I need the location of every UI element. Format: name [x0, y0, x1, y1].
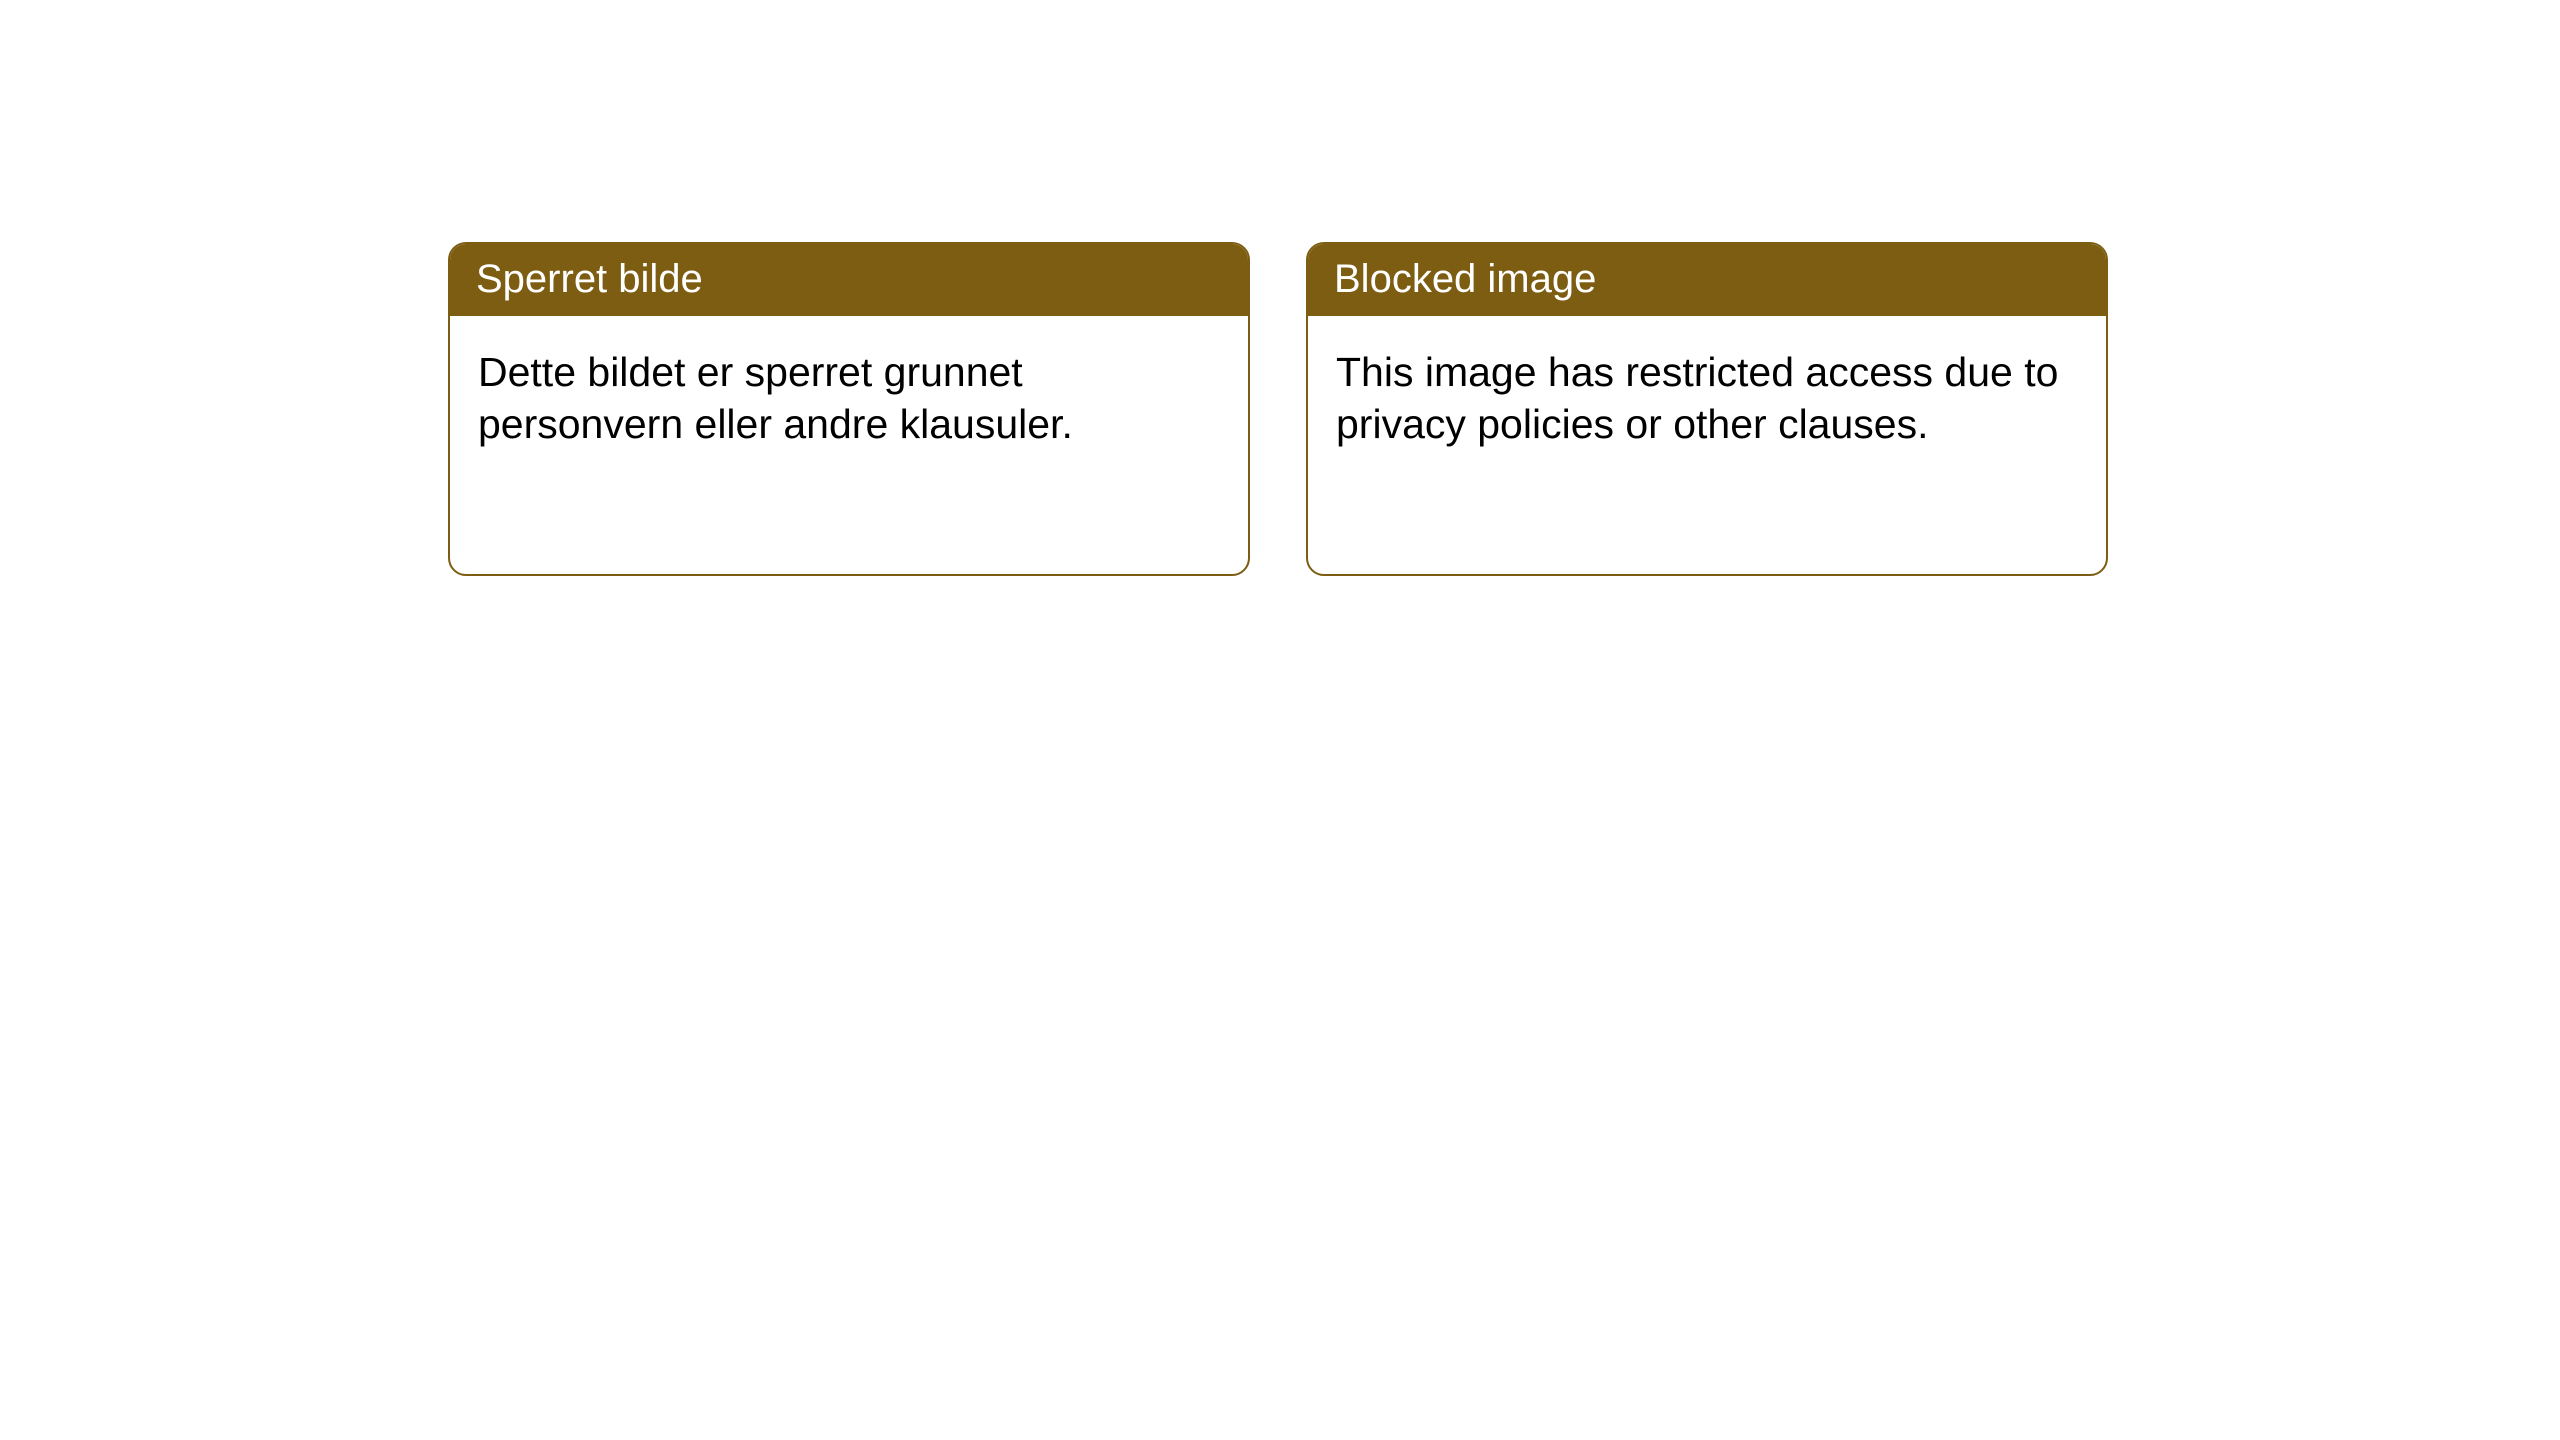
notice-card-title: Sperret bilde — [450, 244, 1248, 316]
notice-card-english: Blocked image This image has restricted … — [1306, 242, 2108, 576]
notice-card-title: Blocked image — [1308, 244, 2106, 316]
notice-card-norwegian: Sperret bilde Dette bildet er sperret gr… — [448, 242, 1250, 576]
notice-cards-container: Sperret bilde Dette bildet er sperret gr… — [0, 0, 2560, 576]
notice-card-body: This image has restricted access due to … — [1308, 316, 2106, 480]
notice-card-body: Dette bildet er sperret grunnet personve… — [450, 316, 1248, 480]
